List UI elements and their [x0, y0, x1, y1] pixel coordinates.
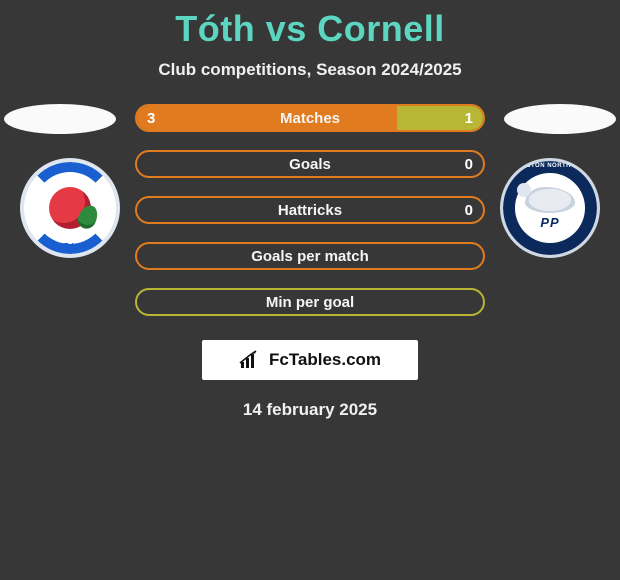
stat-bar-value-right: 0 — [465, 202, 473, 219]
brand-chart-icon — [239, 350, 263, 370]
blackburn-crest-icon: BLACKBURN ROVERS TE ET LABO — [20, 158, 120, 258]
stat-bar-goals: Goals0 — [135, 150, 485, 178]
club-crest-left: BLACKBURN ROVERS TE ET LABO — [20, 158, 120, 258]
page-title: Tóth vs Cornell — [0, 0, 620, 50]
stat-bar-value-right: 0 — [465, 156, 473, 173]
crest-left-bottom-text: TE ET LABO — [24, 243, 116, 250]
stat-bar-label: Min per goal — [137, 294, 483, 311]
stat-bar-value-right: 1 — [465, 110, 473, 127]
stat-bar-matches: Matches3 1 — [135, 104, 485, 132]
player-right-marker — [504, 104, 616, 134]
stat-bar-value-left: 3 — [147, 110, 155, 127]
stat-bars: Matches31Goals0Hattricks0Goals per match… — [135, 104, 485, 316]
player-left-marker — [4, 104, 116, 134]
stat-bar-label: Hattricks — [137, 202, 483, 219]
stat-bar-label: Goals — [137, 156, 483, 173]
brand-text: FcTables.com — [269, 350, 381, 370]
stat-bar-hattricks: Hattricks0 — [135, 196, 485, 224]
crest-right-pp: PP — [540, 215, 559, 230]
brand-badge[interactable]: FcTables.com — [202, 340, 418, 380]
comparison-arena: BLACKBURN ROVERS TE ET LABO PRESTON NORT… — [0, 104, 620, 316]
crest-right-top-text: PRESTON NORTH END — [503, 163, 597, 169]
stat-bar-min_per_goal: Min per goal — [135, 288, 485, 316]
subtitle: Club competitions, Season 2024/2025 — [0, 60, 620, 80]
club-crest-right: PRESTON NORTH END PP — [500, 158, 600, 258]
date-text: 14 february 2025 — [0, 400, 620, 420]
crest-left-top-text: BLACKBURN ROVERS — [24, 166, 116, 173]
preston-crest-icon: PRESTON NORTH END PP — [500, 158, 600, 258]
stat-bar-goals_per_match: Goals per match — [135, 242, 485, 270]
stat-bar-label: Matches — [137, 110, 483, 127]
stat-bar-label: Goals per match — [137, 248, 483, 265]
